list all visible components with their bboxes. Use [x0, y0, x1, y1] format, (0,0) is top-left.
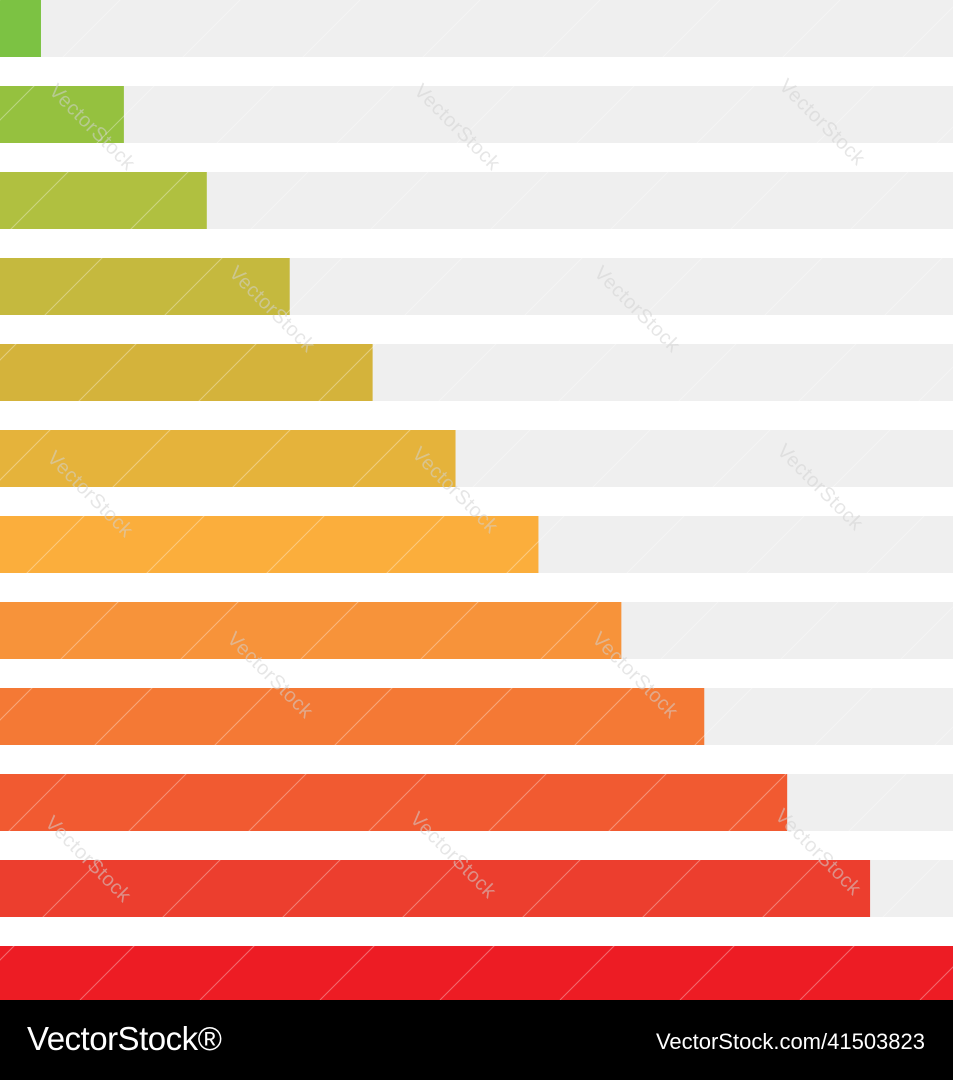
bar-track-2	[0, 86, 953, 143]
bar-5	[0, 344, 373, 401]
bar-10	[0, 774, 788, 831]
bar-8	[0, 602, 622, 659]
bar-3	[0, 172, 207, 229]
bar-chart-svg	[0, 0, 953, 1000]
bar-9	[0, 688, 705, 745]
bar-2	[0, 86, 124, 143]
bar-1	[0, 0, 41, 57]
bar-6	[0, 430, 456, 487]
bar-7	[0, 516, 539, 573]
bar-4	[0, 258, 290, 315]
footer-brand-logo: VectorStock®	[27, 1020, 222, 1057]
bar-11	[0, 860, 871, 917]
footer-bar: VectorStock® VectorStock.com/41503823	[0, 1000, 953, 1080]
footer-image-url: VectorStock.com/41503823	[655, 1029, 925, 1054]
bar-track-1	[0, 0, 953, 57]
watermark-lines	[0, 0, 953, 1000]
bar-chart: VectorStock VectorStock VectorStock VectorS…	[0, 0, 953, 1000]
bar-12	[0, 946, 953, 1000]
